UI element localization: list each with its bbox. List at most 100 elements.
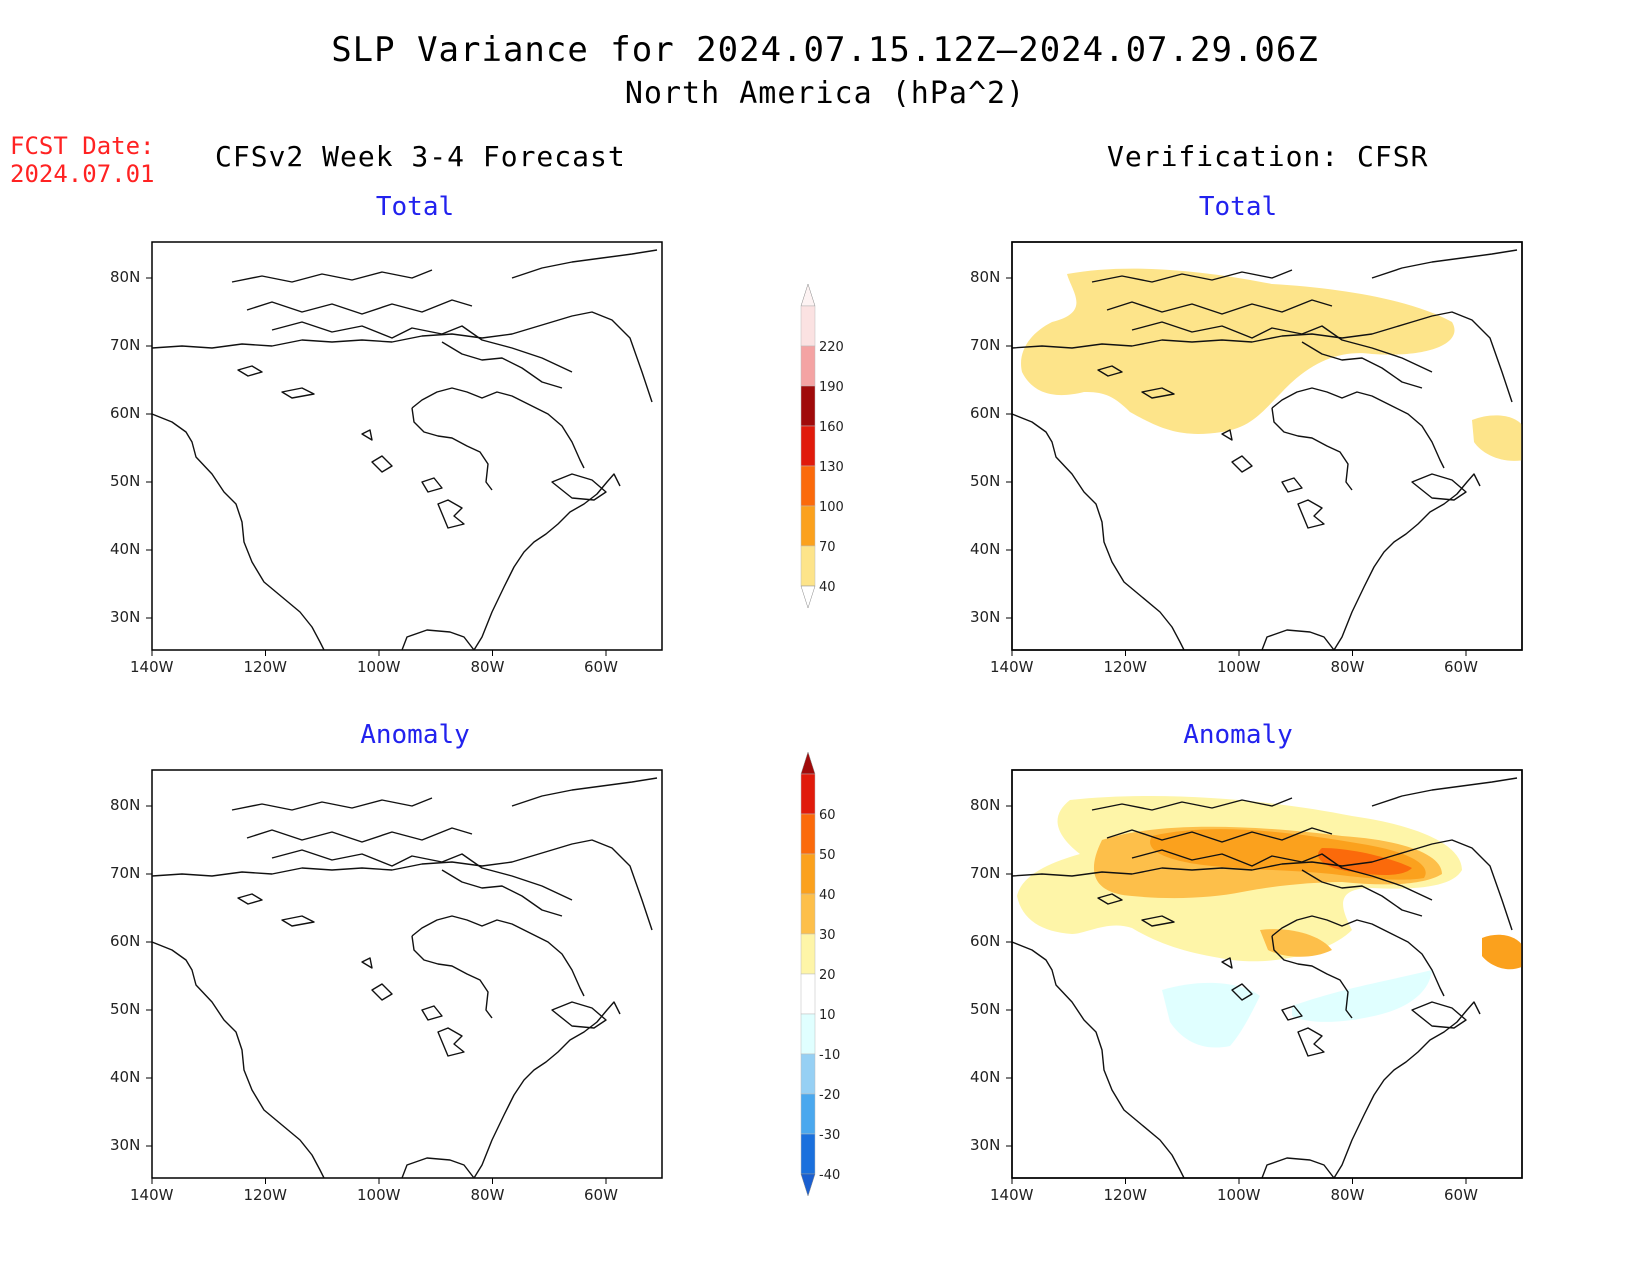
colorbar-level-label: 10 — [819, 1008, 836, 1023]
forecast-heading: CFSv2 Week 3-4 Forecast — [215, 140, 626, 173]
lat-tick-label: 30N — [110, 608, 141, 626]
colorbar-swatch — [800, 465, 816, 507]
colorbar-swatch — [800, 1013, 816, 1055]
forecast-anomaly-frame — [151, 769, 663, 1179]
lat-tick-label: 30N — [970, 608, 1001, 626]
lon-tick-label: 140W — [990, 1186, 1034, 1204]
lat-tick-label: 50N — [110, 1000, 141, 1018]
shaded-region — [1260, 929, 1332, 957]
colorbar-swatch — [800, 425, 816, 467]
colorbar-level-label: 60 — [819, 808, 836, 823]
lat-tick-label: 30N — [970, 1136, 1001, 1154]
lon-tick-label: 60W — [584, 1186, 618, 1204]
colorbar-level-label: 130 — [819, 460, 844, 475]
shaded-region — [1482, 934, 1522, 970]
lat-tick-label: 40N — [970, 1068, 1001, 1086]
lat-tick-label: 70N — [110, 864, 141, 882]
colorbar-swatch — [800, 853, 816, 895]
fcst-label: FCST Date: — [10, 132, 155, 160]
lon-tick-label: 100W — [357, 658, 401, 676]
colorbar-swatch — [800, 1093, 816, 1135]
lon-tick-label: 140W — [990, 658, 1034, 676]
colorbar-level-label: 70 — [819, 540, 836, 555]
lat-tick-label: 40N — [110, 540, 141, 558]
colorbar-swatch — [800, 505, 816, 547]
panel-title-verification-anomaly: Anomaly — [1183, 720, 1293, 750]
forecast-total-frame — [151, 241, 663, 651]
lat-tick-label: 60N — [970, 404, 1001, 422]
lon-tick-label: 100W — [1217, 1186, 1261, 1204]
fcst-date: 2024.07.01 — [10, 160, 155, 188]
colorbar-level-label: 50 — [819, 848, 836, 863]
shaded-region — [1292, 970, 1432, 1022]
figure-subtitle: North America (hPa^2) — [624, 76, 1026, 111]
lon-tick-label: 120W — [243, 658, 287, 676]
colorbar-bottom-cap — [800, 585, 816, 609]
lon-tick-label: 60W — [584, 658, 618, 676]
colorbar-level-label: 190 — [819, 380, 844, 395]
figure-title: SLP Variance for 2024.07.15.12Z–2024.07.… — [331, 30, 1319, 70]
colorbar-level-label: 40 — [819, 888, 836, 903]
lon-tick-label: 100W — [1217, 658, 1261, 676]
lat-tick-label: 70N — [970, 336, 1001, 354]
colorbar-swatch — [800, 893, 816, 935]
panel-title-forecast-anomaly: Anomaly — [360, 720, 470, 750]
colorbar-swatch — [800, 385, 816, 427]
shaded-region — [1472, 415, 1522, 461]
shaded-region — [1021, 268, 1455, 434]
lon-tick-label: 140W — [130, 658, 174, 676]
lon-tick-label: 140W — [130, 1186, 174, 1204]
colorbar-swatch — [800, 345, 816, 387]
colorbar-level-label: -40 — [819, 1168, 840, 1183]
lat-tick-label: 30N — [110, 1136, 141, 1154]
colorbar-level-label: 220 — [819, 340, 844, 355]
colorbar-level-label: -30 — [819, 1128, 840, 1143]
colorbar-level-label: 20 — [819, 968, 836, 983]
lon-tick-label: 60W — [1444, 1186, 1478, 1204]
colorbar-swatch — [800, 973, 816, 1015]
colorbar-swatch — [800, 305, 816, 347]
colorbar-bottom-cap — [800, 1173, 816, 1197]
lat-tick-label: 70N — [110, 336, 141, 354]
lon-tick-label: 60W — [1444, 658, 1478, 676]
colorbar-swatch — [800, 773, 816, 815]
verification-heading: Verification: CFSR — [1107, 140, 1429, 173]
colorbar-swatch — [800, 1133, 816, 1175]
lat-tick-label: 80N — [970, 796, 1001, 814]
anomaly-colorbar: 60 50 40 30 20 10 -10 -20 -30 -40 — [800, 751, 840, 1197]
lat-tick-label: 50N — [970, 1000, 1001, 1018]
panel-title-verification-total: Total — [1198, 192, 1278, 222]
colorbar-top-cap — [800, 751, 816, 775]
lon-tick-label: 80W — [470, 658, 505, 676]
shaded-region — [1162, 982, 1260, 1048]
colorbar-swatch — [800, 933, 816, 975]
colorbar-top-cap — [800, 283, 816, 307]
lat-tick-label: 60N — [110, 404, 141, 422]
lat-tick-label: 70N — [970, 864, 1001, 882]
colorbar-swatch — [800, 1053, 816, 1095]
lat-tick-label: 60N — [970, 932, 1001, 950]
colorbar-level-label: 100 — [819, 500, 844, 515]
lat-tick-label: 80N — [970, 268, 1001, 286]
lon-tick-label: 120W — [1103, 658, 1147, 676]
lon-tick-label: 100W — [357, 1186, 401, 1204]
lat-tick-label: 60N — [110, 932, 141, 950]
total-colorbar: 220 190 160 130 100 70 40 — [800, 283, 844, 609]
lon-tick-label: 120W — [1103, 1186, 1147, 1204]
lat-tick-label: 40N — [970, 540, 1001, 558]
lat-tick-label: 50N — [110, 472, 141, 490]
lon-tick-label: 80W — [1330, 1186, 1365, 1204]
lat-tick-label: 80N — [110, 268, 141, 286]
lat-tick-label: 50N — [970, 472, 1001, 490]
panel-title-forecast-total: Total — [375, 192, 455, 222]
colorbar-level-label: -10 — [819, 1048, 840, 1063]
lon-tick-label: 80W — [1330, 658, 1365, 676]
lon-tick-label: 120W — [243, 1186, 287, 1204]
colorbar-level-label: 30 — [819, 928, 836, 943]
colorbar-level-label: 160 — [819, 420, 844, 435]
lat-tick-label: 40N — [110, 1068, 141, 1086]
colorbar-swatch — [800, 545, 816, 587]
colorbar-swatch — [800, 813, 816, 855]
lat-tick-label: 80N — [110, 796, 141, 814]
